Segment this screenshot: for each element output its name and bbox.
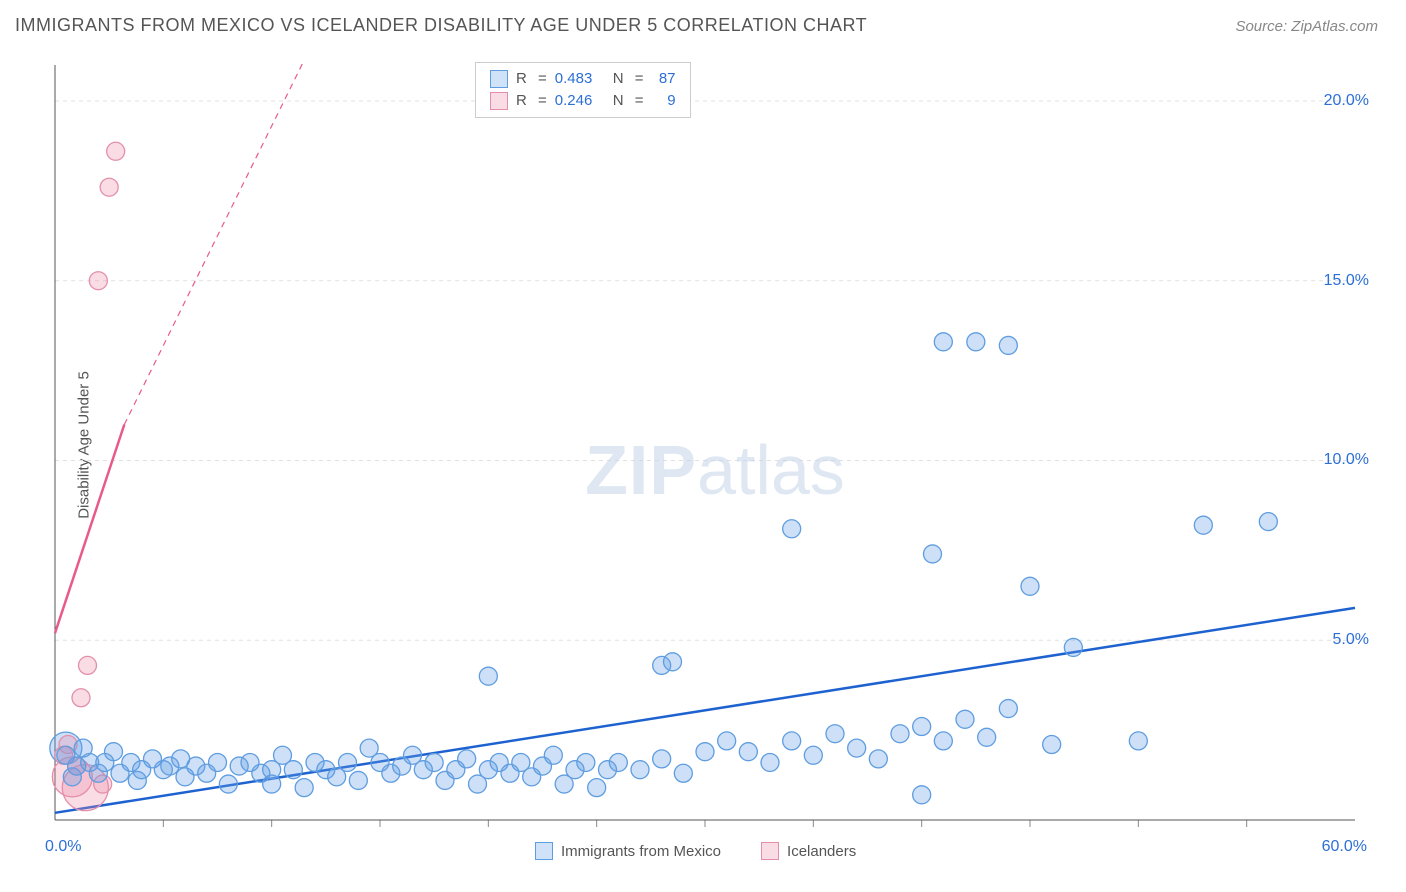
y-tick-label: 20.0% [1324, 92, 1369, 110]
x-origin-label: 0.0% [45, 838, 81, 856]
y-tick-label: 15.0% [1324, 272, 1369, 290]
swatch-blue-icon [490, 70, 508, 88]
y-tick-label: 5.0% [1333, 631, 1369, 649]
series-legend: Immigrants from Mexico Icelanders [535, 842, 856, 860]
correlation-legend: R=0.483 N=87 R=0.246 N=9 [475, 62, 691, 118]
legend-row-blue: R=0.483 N=87 [490, 68, 676, 90]
legend-label: Icelanders [787, 843, 856, 860]
swatch-pink-icon [490, 92, 508, 110]
legend-item-pink: Icelanders [761, 842, 856, 860]
source-credit: Source: ZipAtlas.com [1235, 18, 1378, 35]
swatch-blue-icon [535, 842, 553, 860]
scatter-plot-svg [45, 60, 1385, 830]
chart-title: IMMIGRANTS FROM MEXICO VS ICELANDER DISA… [15, 15, 867, 36]
legend-row-pink: R=0.246 N=9 [490, 90, 676, 112]
swatch-pink-icon [761, 842, 779, 860]
legend-label: Immigrants from Mexico [561, 843, 721, 860]
legend-item-blue: Immigrants from Mexico [535, 842, 721, 860]
x-max-label: 60.0% [1322, 838, 1367, 856]
chart-area: Disability Age Under 5 ZIPatlas R=0.483 … [45, 60, 1385, 830]
y-tick-label: 10.0% [1324, 451, 1369, 469]
